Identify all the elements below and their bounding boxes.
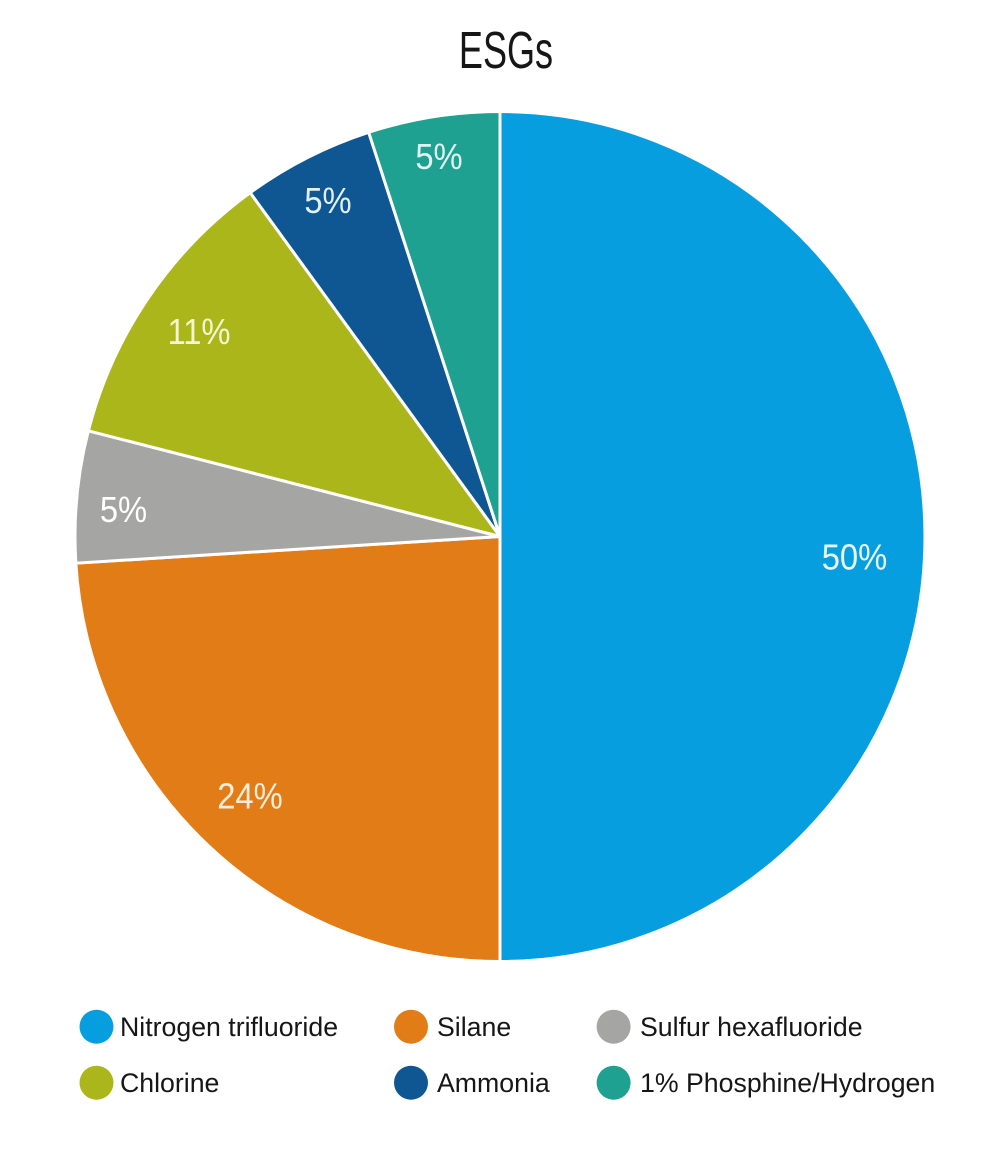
svg-text:5%: 5% bbox=[415, 138, 462, 178]
svg-text:5%: 5% bbox=[100, 491, 147, 531]
svg-text:1% Phosphine/Hydrogen: 1% Phosphine/Hydrogen bbox=[640, 1068, 935, 1098]
svg-text:11%: 11% bbox=[167, 313, 230, 353]
svg-text:24%: 24% bbox=[217, 777, 283, 817]
svg-text:Silane: Silane bbox=[437, 1012, 511, 1042]
svg-text:Chlorine: Chlorine bbox=[120, 1068, 219, 1098]
svg-text:Nitrogen trifluoride: Nitrogen trifluoride bbox=[120, 1012, 338, 1042]
svg-text:Ammonia: Ammonia bbox=[437, 1068, 550, 1098]
svg-text:50%: 50% bbox=[822, 538, 888, 578]
svg-text:ESGs: ESGs bbox=[459, 23, 553, 80]
svg-text:Sulfur hexafluoride: Sulfur hexafluoride bbox=[640, 1012, 863, 1042]
svg-text:5%: 5% bbox=[304, 181, 351, 221]
